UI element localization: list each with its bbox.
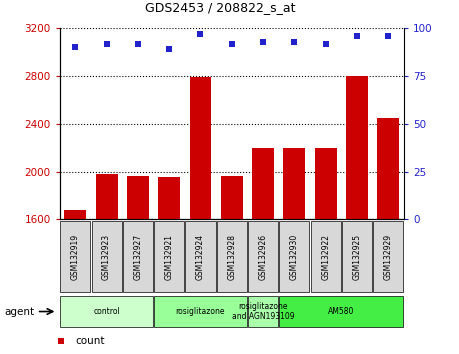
Text: rosiglitazone: rosiglitazone — [176, 307, 225, 316]
Text: GSM132924: GSM132924 — [196, 234, 205, 280]
Text: GSM132921: GSM132921 — [165, 234, 174, 280]
Text: GSM132928: GSM132928 — [227, 234, 236, 280]
Bar — [315, 148, 336, 219]
Point — [322, 41, 330, 46]
Bar — [280, 221, 309, 292]
Point — [228, 41, 235, 46]
Point — [259, 39, 267, 45]
Text: GSM132922: GSM132922 — [321, 234, 330, 280]
Point — [197, 31, 204, 37]
Bar — [217, 221, 247, 292]
Bar — [190, 77, 212, 219]
Bar — [60, 296, 153, 327]
Bar — [248, 221, 278, 292]
Point — [103, 41, 110, 46]
Bar — [154, 296, 247, 327]
Point — [166, 46, 173, 52]
Text: rosiglitazone
and AGN193109: rosiglitazone and AGN193109 — [232, 302, 294, 321]
Bar — [342, 221, 372, 292]
Text: GSM132927: GSM132927 — [134, 234, 142, 280]
Bar — [123, 221, 153, 292]
Bar — [158, 177, 180, 219]
Text: control: control — [93, 307, 120, 316]
Bar — [95, 174, 118, 219]
Point — [72, 45, 79, 50]
Text: agent: agent — [5, 307, 35, 316]
Bar — [373, 221, 403, 292]
Bar — [154, 221, 184, 292]
Bar — [252, 148, 274, 219]
Bar — [221, 176, 243, 219]
Bar — [311, 221, 341, 292]
Text: GDS2453 / 208822_s_at: GDS2453 / 208822_s_at — [145, 1, 296, 14]
Point — [353, 33, 361, 39]
Bar — [377, 118, 399, 219]
Bar — [248, 296, 278, 327]
Point — [57, 338, 65, 343]
Bar — [92, 221, 122, 292]
Bar — [346, 76, 368, 219]
Point — [291, 39, 298, 45]
Text: GSM132930: GSM132930 — [290, 234, 299, 280]
Text: count: count — [75, 336, 105, 346]
Text: GSM132929: GSM132929 — [384, 234, 393, 280]
Text: GSM132923: GSM132923 — [102, 234, 111, 280]
Point — [134, 41, 141, 46]
Text: GSM132919: GSM132919 — [71, 234, 80, 280]
Bar — [185, 221, 216, 292]
Text: AM580: AM580 — [328, 307, 354, 316]
Bar — [127, 176, 149, 219]
Text: GSM132925: GSM132925 — [353, 234, 362, 280]
Bar — [280, 296, 403, 327]
Text: GSM132926: GSM132926 — [258, 234, 268, 280]
Point — [385, 33, 392, 39]
Bar — [284, 148, 305, 219]
Bar — [60, 221, 90, 292]
Bar — [64, 210, 86, 219]
